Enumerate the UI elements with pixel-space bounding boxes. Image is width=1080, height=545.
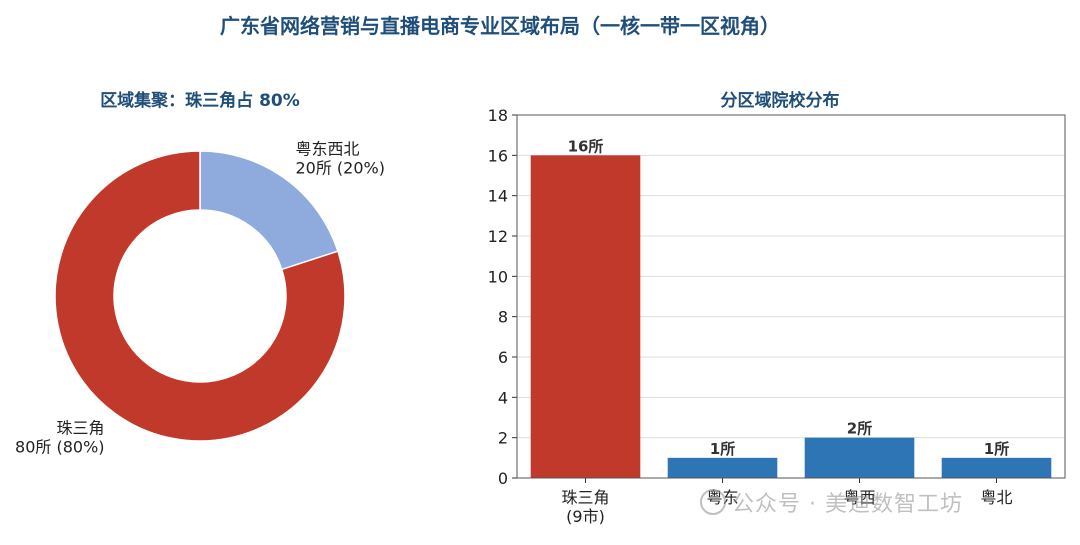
plot-frame bbox=[516, 114, 1066, 479]
page-title: 广东省网络营销与直播电商专业区域布局（一核一带一区视角） bbox=[220, 14, 780, 38]
bar-chart-title: 分区域院校分布 bbox=[720, 91, 840, 111]
bar-data-label: 1所 bbox=[710, 440, 735, 458]
y-tick-label: 0 bbox=[498, 469, 508, 488]
wechat-icon bbox=[700, 489, 726, 515]
bar-data-label: 2所 bbox=[847, 420, 872, 438]
y-tick-label: 4 bbox=[498, 388, 508, 407]
y-tick-label: 2 bbox=[498, 429, 508, 448]
watermark: 公众号 · 美迪数智工坊 bbox=[700, 486, 963, 518]
donut-chart-title: 区域集聚：珠三角占 80% bbox=[100, 91, 300, 111]
donut-slice-label: 粤东西北 bbox=[295, 140, 359, 159]
bar bbox=[941, 457, 1052, 478]
y-tick-label: 8 bbox=[498, 308, 508, 327]
bar bbox=[667, 457, 778, 478]
watermark-text: 公众号 · 美迪数智工坊 bbox=[732, 492, 963, 517]
y-tick-label: 6 bbox=[498, 348, 508, 367]
bar-data-label: 1所 bbox=[984, 440, 1009, 458]
x-tick-label: 粤北 bbox=[980, 488, 1012, 507]
y-tick-label: 10 bbox=[488, 267, 508, 286]
y-tick-label: 18 bbox=[488, 106, 508, 125]
x-tick-label: 粤西 bbox=[843, 488, 875, 507]
donut-slice bbox=[54, 150, 346, 442]
donut-slice bbox=[199, 150, 339, 271]
bar bbox=[530, 155, 641, 479]
donut-slice-value-label: 80所 (80%) bbox=[15, 437, 105, 456]
y-tick-label: 14 bbox=[488, 187, 508, 206]
x-tick-label: (9市) bbox=[566, 507, 605, 526]
donut-slice-label: 珠三角 bbox=[57, 418, 105, 437]
y-tick-label: 12 bbox=[488, 227, 508, 246]
bar bbox=[804, 437, 915, 478]
donut-slice-value-label: 20所 (20%) bbox=[295, 159, 385, 178]
y-tick-label: 16 bbox=[488, 146, 508, 165]
bar-data-label: 16所 bbox=[568, 137, 604, 155]
x-tick-label: 珠三角 bbox=[561, 488, 609, 507]
